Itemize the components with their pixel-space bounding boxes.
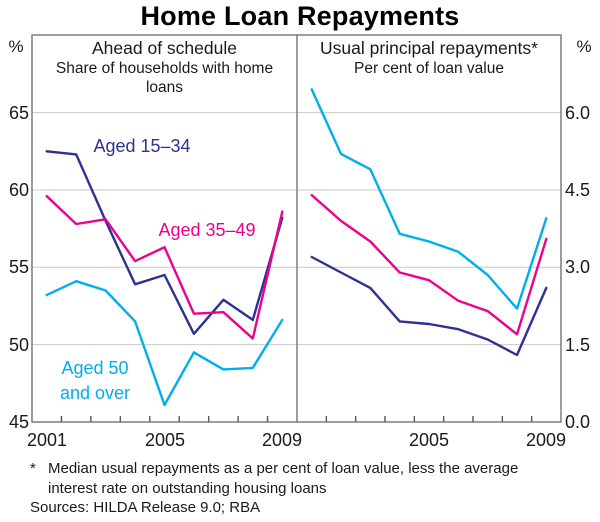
series-label-aged-15-34: Aged 15–34: [93, 136, 191, 156]
footnote-line-2: interest rate on outstanding housing loa…: [48, 479, 327, 497]
y-tick-label: 0.0: [565, 412, 591, 432]
y-tick-label: 1.5: [565, 335, 591, 355]
left-panel-header: Ahead of schedule Share of households wi…: [32, 38, 297, 97]
y-tick-label: 60: [8, 180, 29, 200]
x-tick-label: 2005: [408, 430, 450, 450]
right-axis-unit: %: [576, 37, 592, 56]
left-panel-subtitle: Share of households with home loans: [55, 60, 274, 96]
footnote-line-1: Median usual repayments as a per cent of…: [48, 460, 519, 477]
right-panel-subtitle: Per cent of loan value: [354, 60, 504, 77]
y-tick-label: 4.5: [565, 180, 591, 200]
sources-text: Sources: HILDA Release 9.0; RBA: [30, 499, 261, 516]
right-panel-header: Usual principal repayments* Per cent of …: [297, 38, 561, 78]
y-tick-label: 50: [8, 335, 29, 355]
x-tick-label: 2009: [525, 430, 567, 450]
y-tick-label: 45: [8, 412, 29, 432]
x-tick-label: 2005: [144, 430, 186, 450]
x-tick-label: 2001: [26, 430, 68, 450]
left-axis-unit: %: [8, 37, 24, 56]
footnote-asterisk: *: [30, 460, 36, 477]
y-tick-label: 55: [8, 257, 29, 277]
x-tick-label: 2009: [261, 430, 303, 450]
series-label-aged-50-over: Aged 50 and over: [59, 358, 131, 403]
page-title: Home Loan Repayments: [140, 1, 460, 31]
series-label-aged-35-49: Aged 35–49: [158, 220, 256, 240]
y-tick-label: 65: [8, 103, 29, 123]
left-panel-title: Ahead of schedule: [92, 38, 237, 58]
footnote-text: Median usual repayments as a per cent of…: [48, 459, 583, 498]
right-panel-title: Usual principal repayments*: [320, 38, 538, 58]
y-tick-label: 6.0: [565, 103, 591, 123]
y-tick-label: 3.0: [565, 257, 591, 277]
